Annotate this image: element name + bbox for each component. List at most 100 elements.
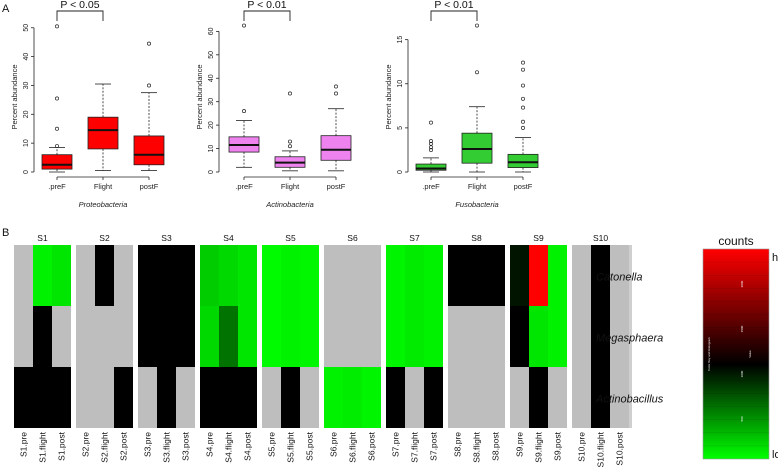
heatmap-cell xyxy=(572,245,591,306)
box xyxy=(133,135,165,166)
heatmap-cell xyxy=(572,306,591,367)
outlier-point xyxy=(242,109,246,114)
column-label: S5.post xyxy=(305,431,315,460)
column-label: S7.post xyxy=(429,431,439,460)
heatmap-cell xyxy=(486,306,505,367)
column-label: S3.pre xyxy=(143,432,153,457)
outlier-point xyxy=(55,144,59,148)
row-label: Catonella xyxy=(596,272,642,284)
heatmap-cell xyxy=(548,306,567,367)
color-key-tick: 500 xyxy=(740,416,744,421)
heatmap-cell xyxy=(591,245,610,306)
heatmap-cell xyxy=(467,367,486,428)
y-axis-label: Percent abundance xyxy=(384,64,393,129)
heatmap-cell xyxy=(95,306,114,367)
heatmap-cell xyxy=(362,306,381,367)
y-tick-label: 10 xyxy=(208,145,215,153)
subject-separator xyxy=(505,241,510,432)
color-key-high-label: high xyxy=(772,252,778,264)
outlier-point xyxy=(521,60,525,65)
column-label: S7.flight xyxy=(410,431,420,462)
color-key-title: counts xyxy=(718,234,753,248)
column-label: S1.post xyxy=(57,431,67,460)
column-label: S2.flight xyxy=(100,431,110,462)
heatmap-cell xyxy=(405,306,424,367)
heatmap-cell xyxy=(138,367,157,428)
x-tick-label: Flight xyxy=(468,182,487,191)
heatmap-cell xyxy=(281,245,300,306)
box xyxy=(87,116,119,150)
heatmap-cell xyxy=(262,306,281,367)
outlier-point xyxy=(521,105,525,110)
y-tick-label: 50 xyxy=(208,51,215,59)
y-tick-label: 50 xyxy=(23,24,30,32)
heatmap-cell xyxy=(138,306,157,367)
significance-bracket xyxy=(56,10,104,21)
y-tick-label: 20 xyxy=(23,110,30,118)
heatmap-cell xyxy=(510,306,529,367)
subject-label: S4 xyxy=(223,233,234,243)
box xyxy=(320,135,352,161)
heatmap-cell xyxy=(529,245,548,306)
column-label: S10.pre xyxy=(577,432,587,462)
heatmap-cell xyxy=(95,367,114,428)
outlier-point xyxy=(334,91,338,96)
column-label: S4.pre xyxy=(205,432,215,457)
y-tick-label: 0 xyxy=(397,170,404,174)
color-key-tick: 2000 xyxy=(740,280,744,287)
heatmap-cell xyxy=(281,306,300,367)
outlier-point xyxy=(429,145,433,150)
subject-label: S7 xyxy=(409,233,420,243)
heatmap-cell xyxy=(362,245,381,306)
outlier-point xyxy=(429,120,433,125)
heatmap-cell xyxy=(138,245,157,306)
heatmap-cell xyxy=(200,306,219,367)
column-label: S3.flight xyxy=(162,431,172,462)
column-label: S6.flight xyxy=(348,431,358,462)
column-label: S1.pre xyxy=(19,432,29,457)
phylum-label: Fusobacteria xyxy=(455,200,498,209)
heatmap-cell xyxy=(238,367,257,428)
heatmap-cell xyxy=(424,367,443,428)
heatmap-cell xyxy=(467,245,486,306)
significance-bracket xyxy=(430,10,478,21)
heatmap-cell xyxy=(52,245,71,306)
column-label: S1.flight xyxy=(38,431,48,462)
heatmap-cell xyxy=(510,245,529,306)
heatmap-cell xyxy=(114,306,133,367)
heatmap-panel: S1 S2 S3 S4 S5 S6 S7 S8 S9 S10 S1.pre S1.flight S1.p… xyxy=(14,233,664,467)
heatmap-cell xyxy=(424,245,443,306)
heatmap-cell xyxy=(324,367,343,428)
color-key-low-label: low xyxy=(772,449,778,461)
column-label: S10.post xyxy=(615,431,625,465)
color-key-value-label: Value xyxy=(748,350,752,358)
outlier-point xyxy=(288,139,292,144)
outlier-point xyxy=(55,96,59,101)
heatmap-cell xyxy=(219,367,238,428)
heatmap-cell xyxy=(610,245,629,306)
column-label: S8.flight xyxy=(472,431,482,462)
heatmap-cell xyxy=(95,245,114,306)
row-label: Actinobacillus xyxy=(595,394,664,406)
boxplot-fusobacteria: 0 5 10 15 Percent abundance .preF Flight postF F… xyxy=(384,0,539,209)
y-tick-label: 0 xyxy=(208,170,215,174)
heatmap-cell xyxy=(238,306,257,367)
heatmap-cell xyxy=(405,245,424,306)
row-label: Megasphaera xyxy=(596,333,663,345)
heatmap-cell xyxy=(176,367,195,428)
column-label: S8.pre xyxy=(453,432,463,457)
heatmap-cell xyxy=(448,306,467,367)
heatmap-cell xyxy=(486,245,505,306)
y-tick-label: 40 xyxy=(208,74,215,82)
heatmap-cell xyxy=(610,367,629,428)
column-label: S6.pre xyxy=(329,432,339,457)
heatmap-cell xyxy=(343,306,362,367)
heatmap-cell xyxy=(591,306,610,367)
heatmap-cell xyxy=(386,367,405,428)
heatmap-cell xyxy=(238,245,257,306)
outlier-point xyxy=(521,83,525,88)
heatmap-cell xyxy=(591,367,610,428)
heatmap-cell xyxy=(76,245,95,306)
outlier-point xyxy=(288,91,292,96)
